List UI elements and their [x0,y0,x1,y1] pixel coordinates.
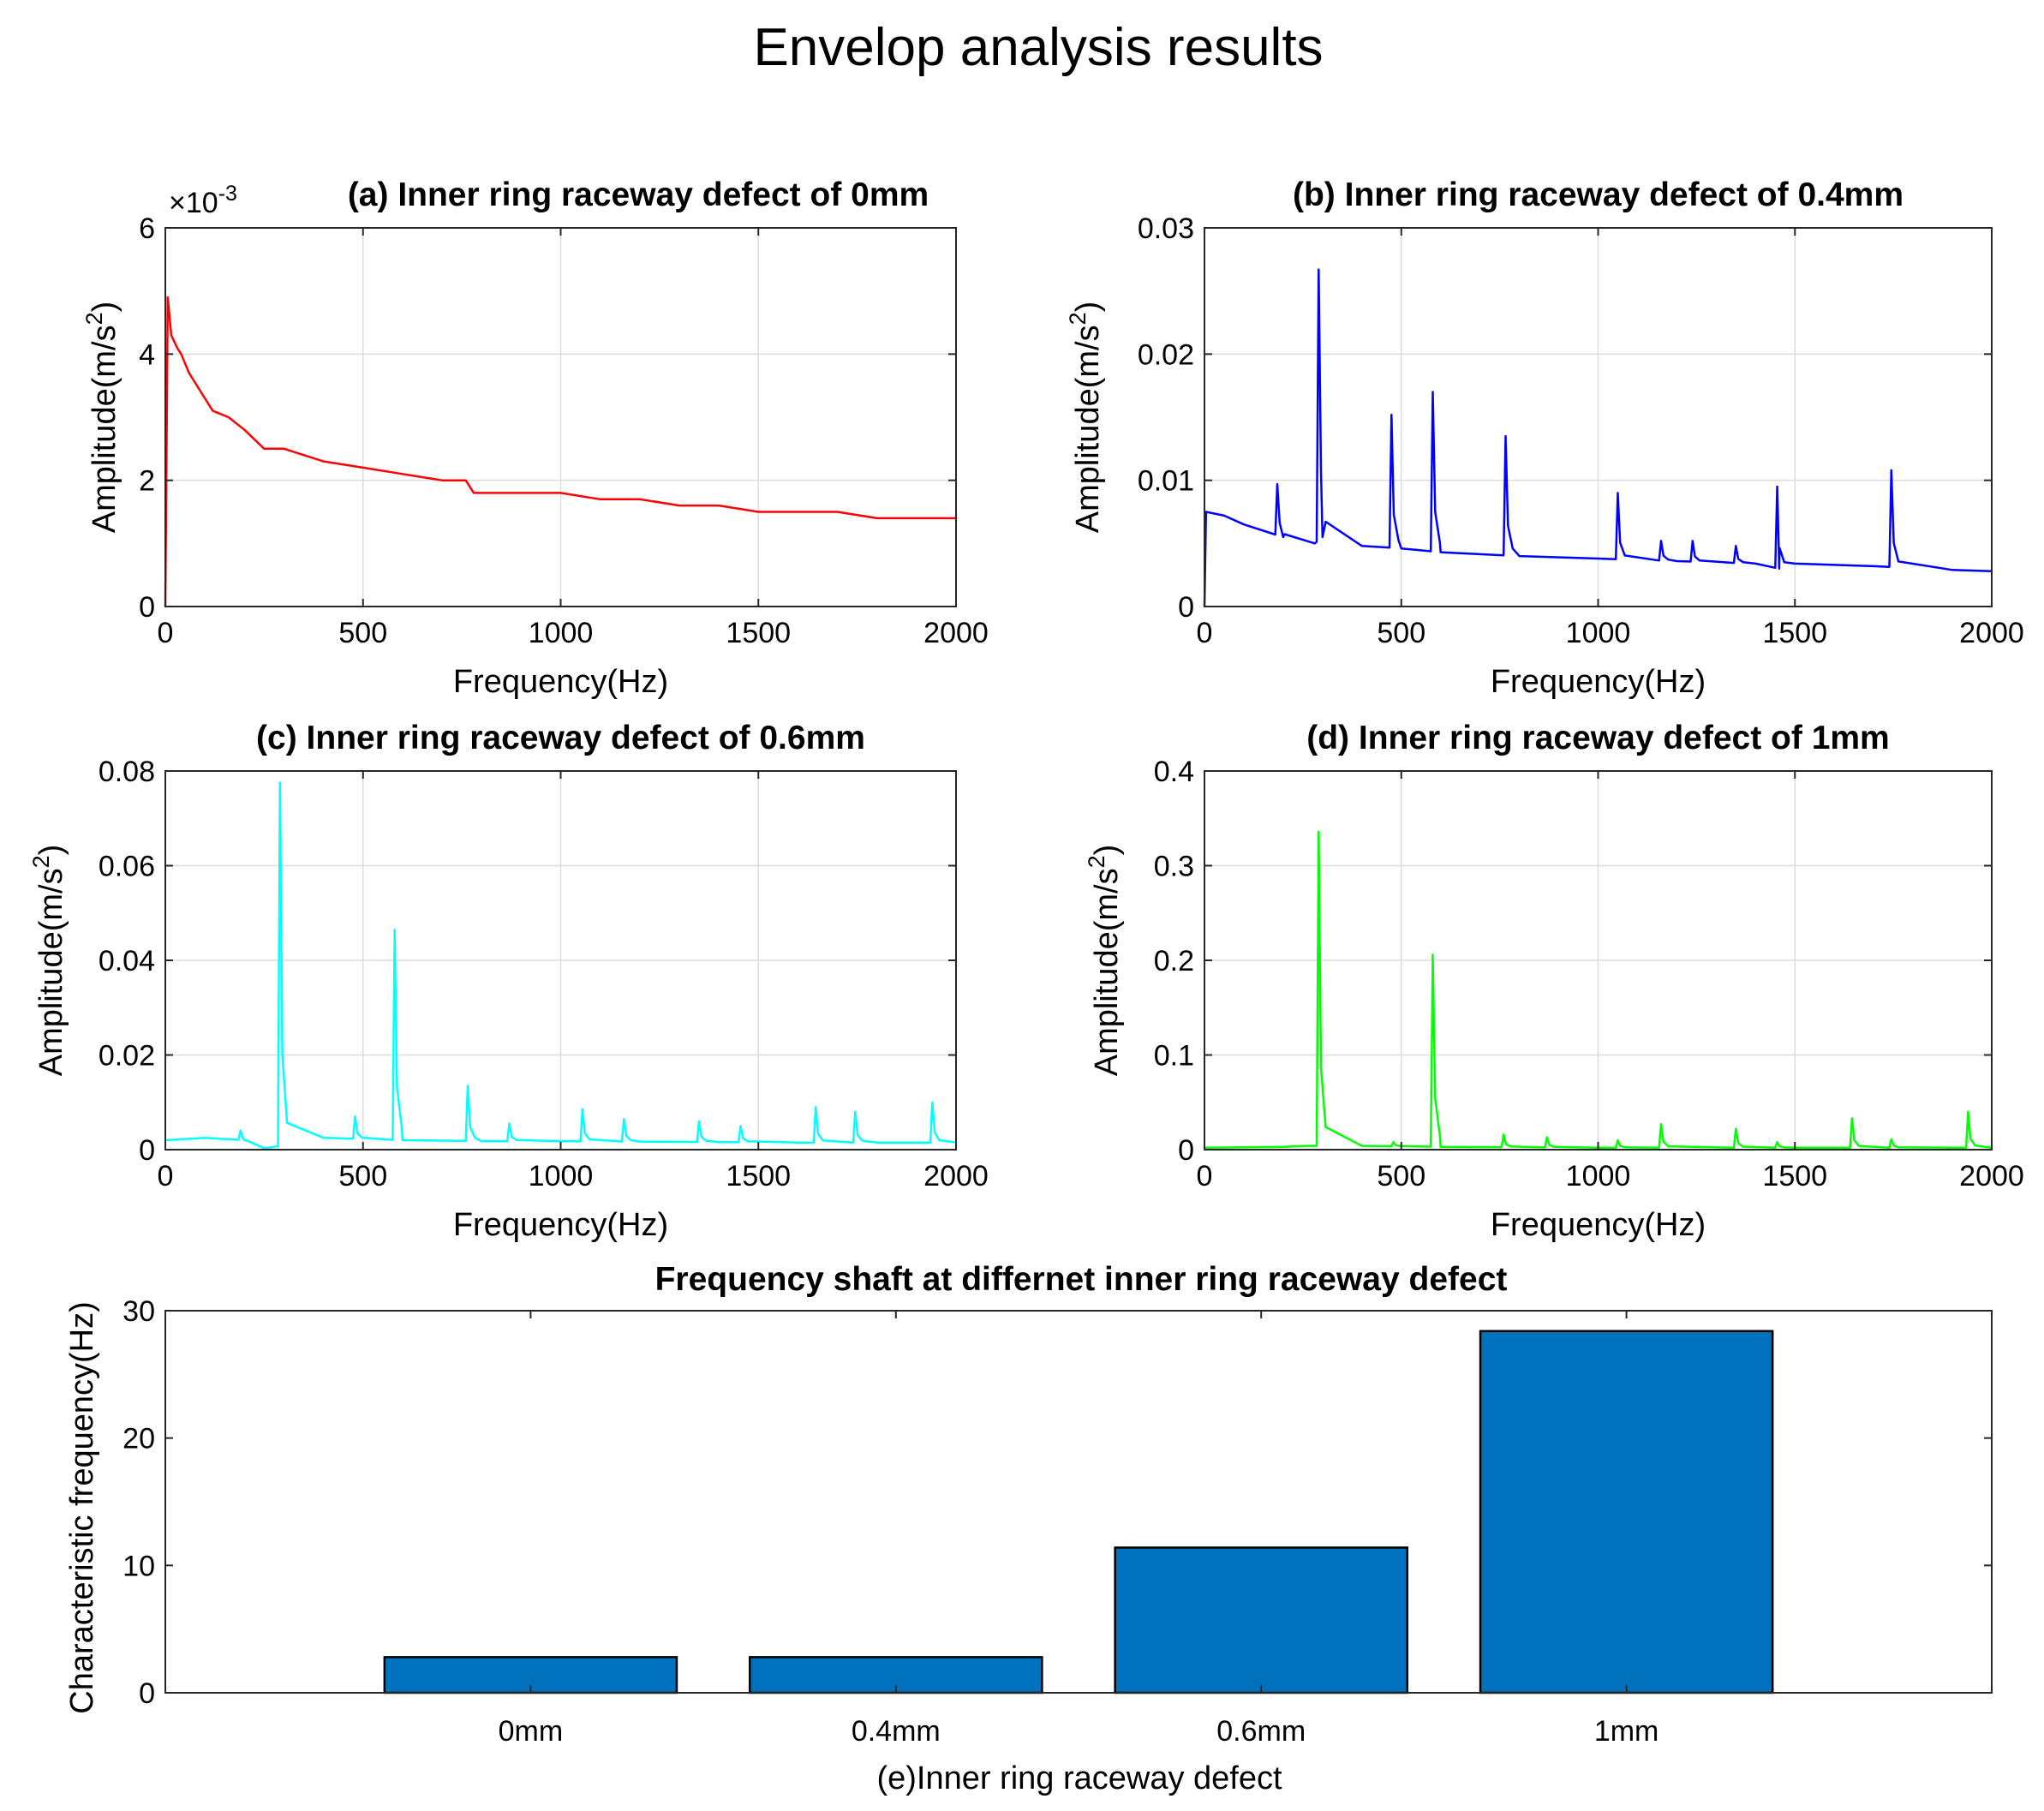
y-axis-label: Amplitude(m/s2) [1065,302,1106,534]
y-axis-label-superscript: 2 [81,312,107,325]
x-tick-label: 1500 [1762,617,1827,649]
x-tick-label: 2000 [1959,1160,2024,1192]
y-axis-label-text: Amplitude(m/s [33,868,69,1076]
x-tick-label: 500 [338,1160,387,1192]
x-tick-label: 1000 [1566,617,1631,649]
x-tick-label: 1000 [529,1160,594,1192]
series-line-d [1204,830,1993,1150]
x-tick-label: 1000 [529,617,594,649]
y-axis-label: Amplitude(m/s2) [81,302,123,534]
y-tick-label: 20 [123,1423,155,1455]
y-axis-label-superscript: 2 [28,855,54,868]
x-axis-label: (e)Inner ring raceway defect [876,1760,1282,1796]
y-exponent-power: -3 [218,182,237,206]
y-tick-label: 0.02 [1138,338,1194,371]
y-tick-label: 0.3 [1154,851,1194,883]
y-tick-label: 0.03 [1138,212,1194,245]
y-tick-label: 10 [123,1550,155,1582]
x-tick-label: 0 [158,617,174,649]
y-tick-label: 0 [139,1677,155,1710]
y-axis-label-text: Amplitude(m/s [1070,325,1106,533]
x-tick-label: 1000 [1566,1160,1631,1192]
y-tick-label: 0.08 [99,756,155,788]
x-axis-label: Frequency(Hz) [453,664,668,700]
x-tick-label: 0 [158,1160,174,1192]
y-tick-label: 0.02 [99,1040,155,1073]
x-tick-label: 2000 [1959,617,2024,649]
plot-title-d: (d) Inner ring raceway defect of 1mm [1306,720,1890,756]
y-axis-label-end: ) [33,845,69,856]
plot-d: 0 500 1000 1500 2000 0 0.1 0.2 0.3 0.4 Frequency(H… [1084,720,2024,1243]
y-axis-label: Characteristic frequency(Hz) [64,1301,100,1713]
bar-1mm [1479,1330,1774,1694]
y-tick-label: 0.04 [99,945,155,977]
plot-a: 0 500 1000 1500 2000 0 2 4 6 Frequency(Hz) Amplitu… [81,176,989,700]
x-tick-label: 0 [1197,1160,1213,1192]
x-tick-label: 500 [338,617,387,649]
y-tick-label: 0.01 [1138,465,1194,498]
series-line-a [164,296,956,607]
plot-title-c: (c) Inner ring raceway defect of 0.6mm [256,720,865,756]
y-axis-label-superscript: 2 [1065,312,1091,325]
y-tick-label: 0 [1178,591,1194,624]
x-tick-label: 0.6mm [1216,1715,1306,1748]
x-tick-label: 2000 [923,1160,989,1192]
y-tick-label: 6 [139,212,155,245]
y-axis-label-end: ) [1070,302,1106,313]
x-tick-label: 1500 [726,1160,791,1192]
series-line-c [164,781,957,1150]
y-tick-label: 0 [139,591,155,624]
y-axis-label-end: ) [1089,845,1125,856]
x-tick-label: 0mm [499,1715,564,1748]
x-tick-label: 500 [1377,617,1425,649]
plot-e: 0mm 0.4mm 0.6mm 1mm 0 10 20 30 (e)Inner ring rac… [64,1261,1993,1796]
plots-layer: 0 500 1000 1500 20000246Frequency(Hz)Amplitu… [28,176,2024,1796]
plot-title-a: (a) Inner ring raceway defect of 0mm [348,176,929,213]
x-tick-label: 1500 [726,617,791,649]
y-tick-label: 0.1 [1154,1040,1194,1073]
y-axis-label-end: ) [87,302,123,313]
plot-title-b: (b) Inner ring raceway defect of 0.4mm [1293,176,1904,213]
plot-c: 0 500 1000 1500 2000 0 0.02 0.04 0.06 0.08 Frequen… [28,720,989,1243]
y-tick-label: 0 [1178,1134,1194,1167]
y-axis-label: Amplitude(m/s2) [28,845,69,1077]
y-tick-label: 0.2 [1154,945,1194,977]
y-axis-label-text: Amplitude(m/s [1089,868,1125,1076]
x-axis-label: Frequency(Hz) [1491,664,1706,700]
y-tick-label: 0.4 [1154,756,1194,788]
y-tick-label: 4 [139,338,155,371]
bar-0.6mm [1114,1546,1409,1694]
y-exponent-base: ×10 [169,187,218,219]
y-tick-label: 30 [123,1295,155,1328]
y-exponent-label: ×10-3 [169,182,237,219]
y-axis-label-superscript: 2 [1084,855,1109,868]
axes-box [164,1310,1993,1694]
x-tick-label: 500 [1377,1160,1425,1192]
series-line-b [1203,268,1993,607]
x-tick-label: 2000 [923,617,989,649]
y-tick-label: 0 [139,1134,155,1167]
x-axis-label: Frequency(Hz) [1491,1207,1706,1243]
x-axis-label: Frequency(Hz) [453,1207,668,1243]
x-tick-label: 1mm [1594,1715,1659,1748]
plot-title-e: Frequency shaft at differnet inner ring … [655,1261,1508,1298]
plot-b: 0 500 1000 1500 2000 0 0.01 0.02 0.03 Frequency(H… [1065,176,2024,700]
figure-title: Envelop analysis results [753,18,1323,77]
x-tick-label: 0 [1197,617,1213,649]
x-tick-label: 0.4mm [852,1715,941,1748]
y-tick-label: 2 [139,465,155,498]
x-tick-label: 1500 [1762,1160,1827,1192]
y-axis-label: Amplitude(m/s2) [1084,845,1125,1077]
y-tick-label: 0.06 [99,851,155,883]
y-axis-label-text: Amplitude(m/s [87,325,123,533]
